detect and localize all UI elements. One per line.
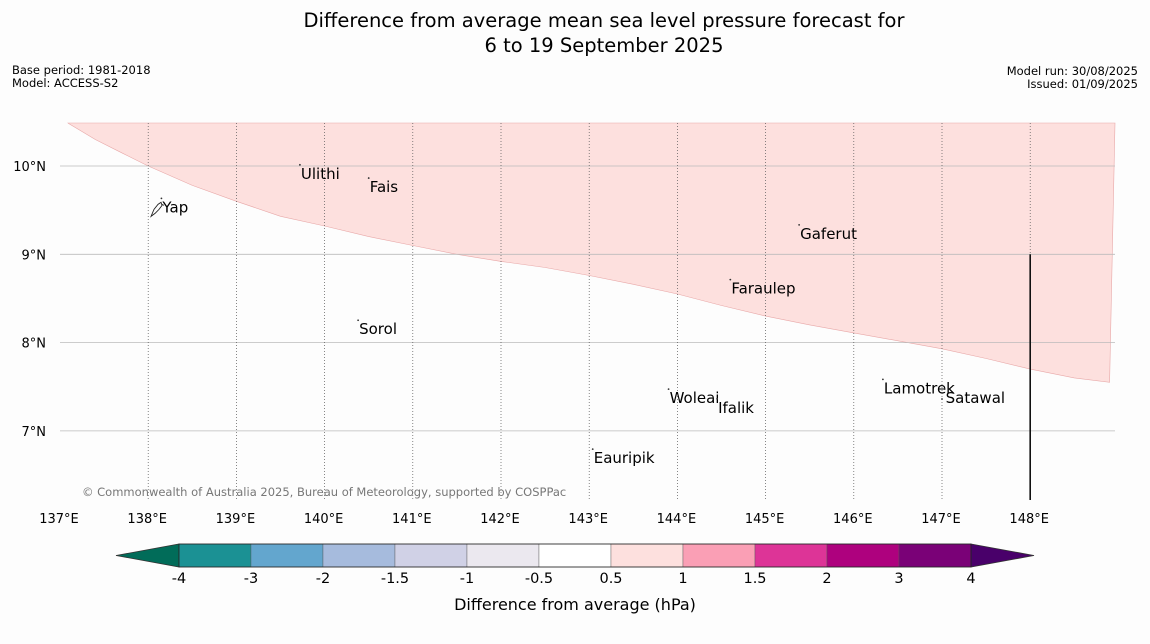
chart-title: Difference from average mean sea level p… <box>0 9 1150 58</box>
colorbar-extend-high <box>970 543 1035 568</box>
place-label: Sorol <box>359 320 397 338</box>
lon-tick-label: 144°E <box>657 512 697 527</box>
place-label: Faraulep <box>731 280 795 298</box>
lat-tick-label: 10°N <box>13 160 46 175</box>
yap-island-outline <box>149 201 165 218</box>
map-axes: 10°N 9°N 8°N 7°N 137°E 138°E 139°E 140°E 141°E 14… <box>13 160 1049 527</box>
colorbar-bin <box>754 543 828 568</box>
island-dot <box>667 388 670 391</box>
island-dot <box>729 278 732 281</box>
place-ulithi: Ulithi <box>299 163 340 183</box>
model-info: Base period: 1981-2018 Model: ACCESS-S2 <box>12 64 151 90</box>
colorbar-frame <box>178 543 972 568</box>
place-yap: Yap <box>160 197 188 216</box>
colorbar-tick-label: -3 <box>244 571 258 587</box>
lon-tick-label: 148°E <box>1009 512 1049 527</box>
colorbar-bin <box>826 543 900 568</box>
colorbar-tick-label: -2 <box>316 571 330 587</box>
colorbar-bin <box>538 543 612 568</box>
colorbar-bin <box>610 543 684 568</box>
place-eauripik: Eauripik <box>591 448 655 467</box>
place-label: Satawal <box>946 389 1005 407</box>
island-dot <box>943 388 946 391</box>
place-label: Ulithi <box>301 165 340 183</box>
lon-tick-label: 145°E <box>745 512 785 527</box>
place-faraulep: Faraulep <box>729 278 796 298</box>
place-satawal: Satawal <box>943 388 1005 407</box>
colorbar-bin <box>394 543 468 568</box>
colorbar-tick-label: -0.5 <box>525 571 553 587</box>
colorbar-bin <box>682 543 756 568</box>
issued-text: Issued: 01/09/2025 <box>1027 77 1138 91</box>
colorbar-bin <box>466 543 540 568</box>
colorbar-extend-low <box>115 543 180 568</box>
colorbar-bin <box>178 543 252 568</box>
island-dot <box>798 223 801 226</box>
place-label: Lamotrek <box>884 379 955 397</box>
place-gaferut: Gaferut <box>798 223 857 243</box>
island-dot <box>357 319 360 322</box>
lon-tick-label: 137°E <box>39 512 79 527</box>
title-line-1: Difference from average mean sea level p… <box>303 9 905 32</box>
island-dot <box>299 163 301 166</box>
place-woleai: Woleai <box>667 388 720 407</box>
lon-tick-label: 143°E <box>568 512 608 527</box>
colorbar-tick-label: -4 <box>172 571 186 587</box>
lon-tick-label: 141°E <box>392 512 432 527</box>
colorbar-bin <box>898 543 972 568</box>
colorbar-bin <box>322 543 396 568</box>
lon-tick-label: 147°E <box>921 512 961 527</box>
island-dot <box>367 177 370 179</box>
copyright-text: © Commonwealth of Australia 2025, Bureau… <box>82 485 566 499</box>
colorbar-tick-label: 0.5 <box>599 571 622 587</box>
lon-tick-label: 140°E <box>304 512 344 527</box>
run-info: Model run: 30/08/2025 Issued: 01/09/2025 <box>900 65 1138 91</box>
colorbar-tick-label: 1 <box>678 571 687 587</box>
place-label: Gaferut <box>800 225 857 243</box>
colorbar-tick-label: 3 <box>894 571 903 587</box>
anomaly-region-0.5-1 <box>67 122 1116 383</box>
island-dot <box>716 397 718 400</box>
lat-tick-label: 7°N <box>22 425 47 440</box>
place-lamotrek: Lamotrek <box>882 378 955 397</box>
island-dot <box>941 398 943 400</box>
island-dot <box>882 378 884 381</box>
place-ifalik: Ifalik <box>716 397 754 417</box>
lat-tick-label: 8°N <box>22 337 47 352</box>
place-label: Ifalik <box>718 399 754 417</box>
model-run-text: Model run: 30/08/2025 <box>1006 64 1138 78</box>
colorbar: -4 -3 -2 -1.5 -1 -0.5 0.5 1 1.5 2 3 4 <box>115 543 1035 587</box>
place-label: Yap <box>161 198 188 216</box>
lon-tick-label: 138°E <box>127 512 167 527</box>
colorbar-bin <box>250 543 324 568</box>
lon-tick-label: 139°E <box>216 512 256 527</box>
place-label: Eauripik <box>594 449 655 467</box>
place-label: Woleai <box>670 389 720 407</box>
colorbar-tick-label: -1.5 <box>381 571 409 587</box>
place-sorol: Sorol <box>357 319 397 338</box>
place-label: Fais <box>370 178 399 196</box>
lat-tick-label: 9°N <box>22 248 47 263</box>
map-area: Ulithi Fais Yap Gaferut Faraulep Sorol Lamotre… <box>60 122 1116 500</box>
model-text: Model: ACCESS-S2 <box>12 76 119 90</box>
lon-tick-label: 146°E <box>833 512 873 527</box>
colorbar-tick-label: 4 <box>966 571 975 587</box>
lon-tick-label: 142°E <box>480 512 520 527</box>
island-dot <box>160 197 163 200</box>
base-period-text: Base period: 1981-2018 <box>12 63 151 77</box>
island-dot <box>591 448 594 451</box>
colorbar-label: Difference from average (hPa) <box>454 595 696 614</box>
colorbar-tick-label: 2 <box>822 571 831 587</box>
title-line-2: 6 to 19 September 2025 <box>484 33 724 57</box>
colorbar-tick-label: -1 <box>460 571 474 587</box>
place-fais: Fais <box>367 177 399 196</box>
colorbar-tick-label: 1.5 <box>743 571 766 587</box>
